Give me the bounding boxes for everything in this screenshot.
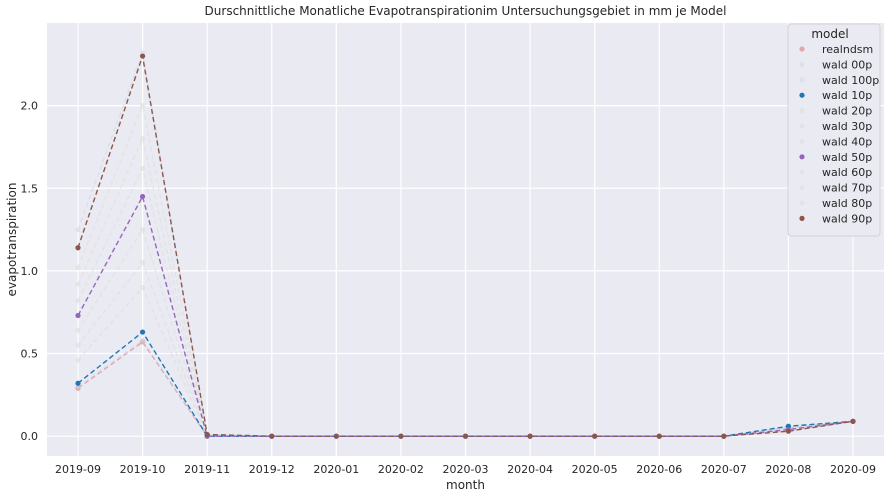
x-tick-label: 2020-03	[443, 463, 489, 476]
x-tick-label: 2020-09	[830, 463, 876, 476]
legend-label: wald 80p	[822, 197, 872, 210]
series-wald-90p	[75, 53, 856, 439]
y-tick-label: 1.0	[21, 265, 39, 278]
legend-box	[787, 23, 881, 237]
x-tick-label: 2020-04	[507, 463, 553, 476]
y-tick-label: 0.0	[21, 430, 39, 443]
legend-marker	[799, 215, 805, 221]
series-layer	[75, 50, 856, 439]
data-point	[75, 342, 81, 348]
data-point	[462, 433, 469, 439]
legend-item: wald 50p	[799, 151, 872, 164]
data-point	[139, 337, 146, 343]
data-point	[785, 428, 792, 434]
data-point	[139, 329, 146, 335]
x-tick-label: 2020-07	[701, 463, 747, 476]
x-axis-label: month	[446, 478, 485, 492]
x-tick-label: 2020-05	[572, 463, 618, 476]
legend-item: wald 20p	[799, 105, 872, 118]
x-tick-label: 2020-02	[378, 463, 424, 476]
legend-marker	[799, 61, 805, 67]
legend-label: realndsm	[822, 43, 873, 56]
legend-label: wald 100p	[822, 74, 879, 87]
data-point	[269, 433, 275, 439]
legend-item: wald 90p	[799, 212, 872, 225]
legend-label: wald 40p	[822, 135, 872, 148]
y-axis-ticks: 0.0 0.5 1.0 1.5 2.0	[21, 100, 39, 444]
legend-marker	[799, 123, 805, 129]
legend-item: wald 30p	[799, 120, 872, 133]
data-point	[75, 357, 81, 363]
data-point	[75, 226, 81, 233]
y-tick-label: 1.5	[21, 182, 39, 195]
legend-item: wald 10p	[799, 89, 872, 102]
x-axis-ticks: 2019-09 2019-10 2019-11 2019-12 2020-01 2020-…	[55, 463, 876, 476]
data-point	[721, 433, 727, 439]
data-point	[398, 433, 404, 439]
y-tick-label: 2.0	[21, 100, 39, 113]
y-tick-label: 0.5	[21, 348, 39, 361]
data-point	[850, 418, 856, 424]
legend-label: wald 10p	[822, 89, 872, 102]
legend-marker	[799, 169, 805, 175]
data-point	[75, 312, 81, 319]
legend-marker	[799, 185, 805, 191]
data-point	[75, 281, 81, 287]
data-point	[592, 433, 598, 439]
legend-label: wald 90p	[822, 212, 872, 225]
data-point	[139, 103, 146, 109]
legend-label: wald 00p	[822, 58, 872, 71]
x-tick-label: 2019-11	[184, 463, 230, 476]
x-tick-label: 2019-09	[55, 463, 101, 476]
legend-marker	[799, 154, 805, 160]
x-tick-label: 2020-01	[313, 463, 359, 476]
legend-item: wald 00p	[799, 58, 872, 71]
legend-title: model	[811, 27, 848, 41]
legend-item: wald 100p	[799, 74, 879, 87]
legend-label: wald 20p	[822, 105, 872, 118]
legend: model realndsm wald 00p wald 100p wald 10p w…	[787, 23, 881, 237]
legend-item: wald 60p	[799, 166, 872, 179]
data-point	[333, 433, 339, 439]
grid-lines	[47, 23, 884, 456]
legend-marker	[799, 108, 805, 114]
x-tick-label: 2020-08	[765, 463, 811, 476]
data-point	[204, 431, 210, 438]
legend-label: wald 50p	[822, 151, 872, 164]
data-point	[139, 136, 146, 142]
legend-marker	[799, 77, 805, 83]
legend-label: wald 30p	[822, 120, 872, 133]
data-point	[139, 193, 146, 200]
legend-item: wald 80p	[799, 197, 872, 210]
data-point	[139, 260, 146, 266]
data-point	[75, 298, 81, 304]
x-tick-label: 2019-12	[249, 463, 295, 476]
data-point	[139, 284, 146, 291]
data-point	[75, 245, 81, 251]
y-axis-label: evapotranspiration	[5, 183, 19, 297]
legend-marker	[799, 200, 805, 206]
legend-marker	[799, 138, 805, 144]
x-tick-label: 2020-06	[636, 463, 682, 476]
legend-label: wald 70p	[822, 182, 872, 195]
legend-item: wald 70p	[799, 182, 872, 195]
legend-marker	[799, 46, 805, 52]
data-point	[75, 327, 81, 333]
legend-label: wald 60p	[822, 166, 872, 179]
data-point	[656, 433, 662, 439]
legend-marker	[799, 92, 805, 98]
data-point	[527, 433, 533, 439]
data-point	[139, 53, 146, 59]
chart-title: Durschnittliche Monatliche Evapotranspir…	[205, 4, 727, 18]
x-tick-label: 2019-10	[120, 463, 166, 476]
legend-item: wald 40p	[799, 135, 872, 148]
data-point	[139, 226, 146, 233]
data-point	[139, 165, 146, 172]
data-point	[75, 380, 81, 386]
legend-item: realndsm	[799, 43, 873, 56]
data-point	[75, 264, 81, 271]
legend-items: realndsm wald 00p wald 100p wald 10p wald 20…	[799, 43, 879, 225]
